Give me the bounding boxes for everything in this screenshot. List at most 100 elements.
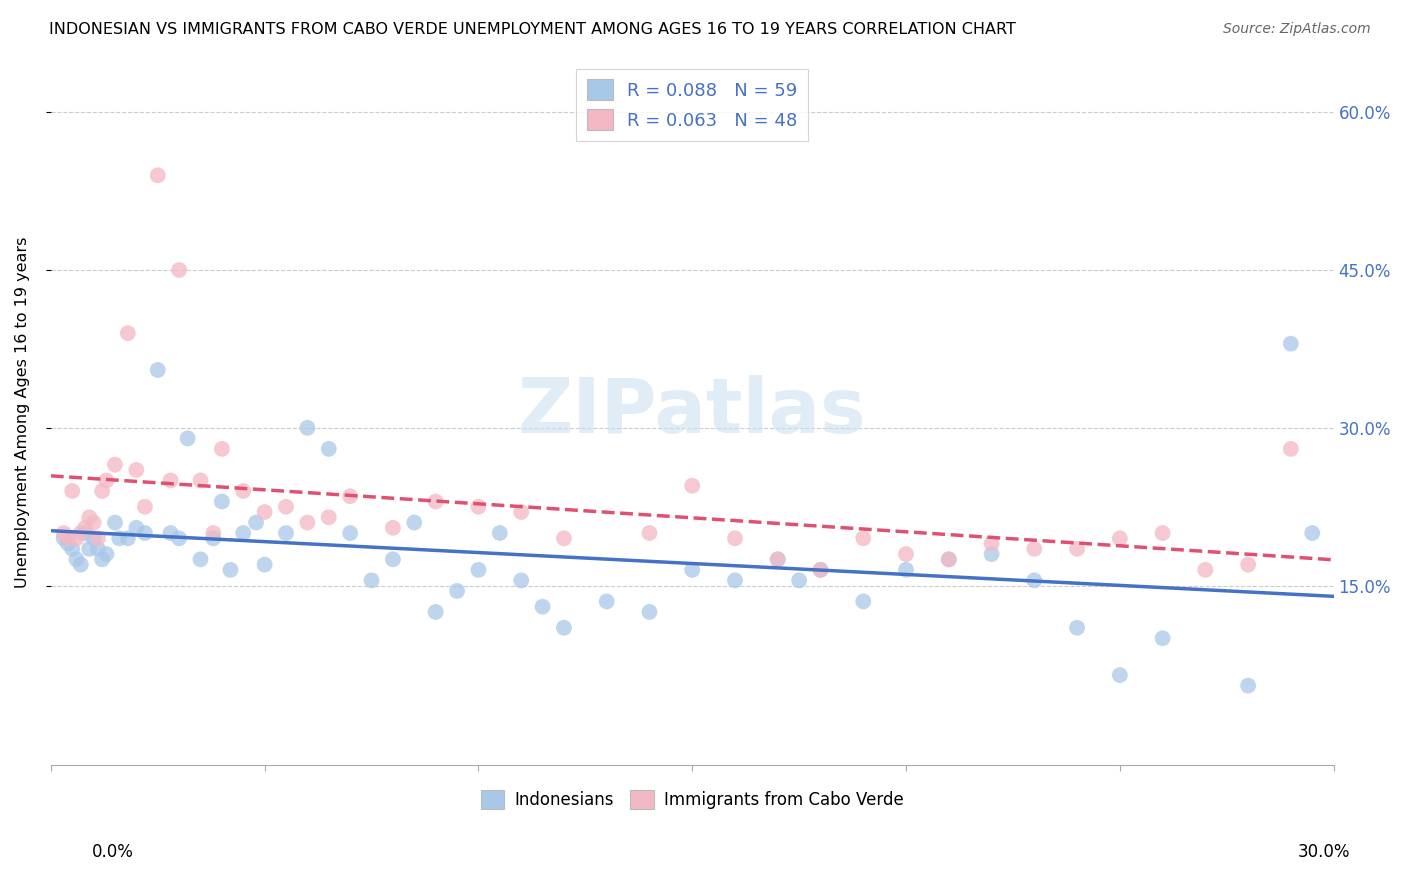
Point (104, 516, 127, 530)
Point (56, 531, 79, 545)
Point (232, 483, 254, 498)
Point (1108, 668, 1130, 682)
Point (159, 526, 181, 541)
Point (894, 563, 917, 577)
Point (190, 552, 212, 566)
Point (117, 326, 139, 340)
Point (176, 431, 198, 445)
Point (253, 558, 276, 572)
Point (274, 500, 297, 514)
Point (980, 547, 1002, 561)
Point (766, 552, 789, 566)
Point (681, 479, 703, 493)
Text: INDONESIAN VS IMMIGRANTS FROM CABO VERDE UNEMPLOYMENT AMONG AGES 16 TO 19 YEARS : INDONESIAN VS IMMIGRANTS FROM CABO VERDE… (49, 22, 1017, 37)
Point (87, 541, 110, 556)
Point (134, 526, 156, 541)
Point (69, 526, 91, 541)
Point (65, 531, 87, 545)
Y-axis label: Unemployment Among Ages 16 to 19 years: Unemployment Among Ages 16 to 19 years (15, 236, 30, 588)
Point (1194, 563, 1216, 577)
Point (810, 563, 832, 577)
Point (1279, 336, 1302, 351)
Point (65, 552, 87, 566)
Point (724, 531, 747, 545)
Point (159, 474, 181, 488)
Point (79, 510, 101, 524)
Point (1024, 574, 1046, 588)
Point (83, 516, 105, 530)
Point (52, 531, 75, 545)
Text: Source: ZipAtlas.com: Source: ZipAtlas.com (1223, 22, 1371, 37)
Point (167, 263, 190, 277)
Point (488, 526, 510, 541)
Point (980, 536, 1002, 550)
Point (638, 526, 661, 541)
Point (104, 458, 127, 472)
Point (360, 574, 382, 588)
Point (202, 526, 225, 541)
Point (96, 474, 118, 488)
Point (87, 531, 110, 545)
Point (91, 483, 114, 498)
Text: 0.0%: 0.0% (91, 843, 134, 861)
Point (425, 494, 447, 508)
Point (96, 547, 118, 561)
Point (467, 500, 489, 514)
Point (425, 605, 447, 619)
Point (79, 541, 101, 556)
Point (211, 442, 233, 456)
Point (446, 583, 468, 598)
Point (274, 526, 297, 541)
Point (596, 594, 619, 608)
Point (1152, 526, 1174, 541)
Point (1066, 621, 1088, 635)
Point (60, 541, 83, 556)
Point (852, 594, 875, 608)
Point (339, 526, 361, 541)
Point (553, 531, 575, 545)
Point (146, 363, 169, 377)
Point (1237, 558, 1260, 572)
Point (83, 531, 105, 545)
Point (1237, 679, 1260, 693)
Point (318, 510, 340, 524)
Point (253, 505, 276, 519)
Point (510, 505, 533, 519)
Point (211, 494, 233, 508)
Point (108, 531, 131, 545)
Text: ZIPatlas: ZIPatlas (517, 375, 866, 449)
Point (724, 574, 747, 588)
Point (1279, 442, 1302, 456)
Point (318, 442, 340, 456)
Point (766, 552, 789, 566)
Point (146, 169, 169, 183)
Point (1152, 632, 1174, 646)
Point (245, 516, 267, 530)
Point (638, 605, 661, 619)
Point (339, 489, 361, 503)
Point (167, 531, 190, 545)
Point (787, 574, 810, 588)
Point (69, 558, 91, 572)
Point (134, 500, 156, 514)
Point (810, 563, 832, 577)
Point (938, 552, 960, 566)
Point (553, 621, 575, 635)
Point (1301, 526, 1323, 541)
Point (894, 547, 917, 561)
Point (60, 483, 83, 498)
Point (531, 599, 554, 614)
Point (297, 421, 319, 435)
Point (73, 526, 96, 541)
Point (202, 531, 225, 545)
Point (125, 463, 148, 477)
Point (219, 563, 242, 577)
Point (467, 563, 489, 577)
Point (73, 521, 96, 535)
Point (681, 563, 703, 577)
Point (52, 526, 75, 541)
Point (1108, 531, 1130, 545)
Point (56, 536, 79, 550)
Point (297, 516, 319, 530)
Legend: Indonesians, Immigrants from Cabo Verde: Indonesians, Immigrants from Cabo Verde (474, 783, 910, 816)
